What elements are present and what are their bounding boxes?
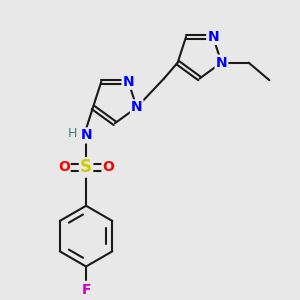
Text: N: N — [207, 30, 219, 44]
Text: N: N — [123, 75, 134, 89]
Text: N: N — [80, 128, 92, 142]
Text: O: O — [58, 160, 70, 174]
Text: N: N — [131, 100, 142, 114]
Text: N: N — [216, 56, 227, 70]
Text: H: H — [68, 127, 77, 140]
Text: S: S — [80, 158, 92, 176]
Text: O: O — [103, 160, 114, 174]
Text: F: F — [81, 283, 91, 297]
